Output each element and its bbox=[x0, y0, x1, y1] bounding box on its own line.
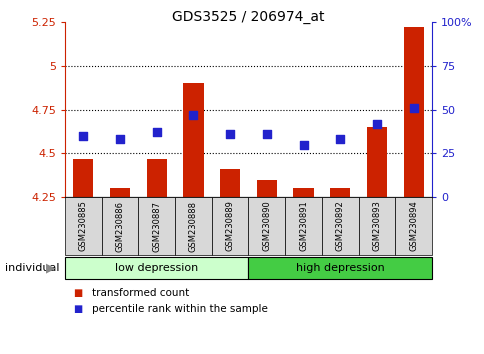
Point bbox=[189, 112, 197, 118]
Point bbox=[116, 136, 124, 142]
Text: ■: ■ bbox=[73, 288, 82, 298]
Text: GDS3525 / 206974_at: GDS3525 / 206974_at bbox=[172, 10, 324, 24]
Bar bbox=[73, 159, 93, 197]
Point bbox=[262, 131, 270, 137]
Point bbox=[152, 130, 160, 135]
Point bbox=[336, 136, 344, 142]
Text: GSM230892: GSM230892 bbox=[335, 201, 344, 251]
Bar bbox=[330, 188, 349, 197]
Text: ■: ■ bbox=[73, 304, 82, 314]
Text: transformed count: transformed count bbox=[92, 288, 189, 298]
Text: GSM230889: GSM230889 bbox=[225, 201, 234, 251]
Text: GSM230887: GSM230887 bbox=[152, 200, 161, 251]
Bar bbox=[394, 197, 431, 255]
Text: GSM230885: GSM230885 bbox=[79, 201, 88, 251]
Point bbox=[79, 133, 87, 138]
Bar bbox=[220, 169, 240, 197]
Bar bbox=[248, 257, 431, 279]
Bar bbox=[146, 159, 166, 197]
Bar bbox=[256, 179, 276, 197]
Bar bbox=[366, 127, 386, 197]
Text: GSM230894: GSM230894 bbox=[408, 201, 417, 251]
Text: percentile rank within the sample: percentile rank within the sample bbox=[92, 304, 268, 314]
Bar bbox=[102, 197, 138, 255]
Text: GSM230886: GSM230886 bbox=[115, 200, 124, 251]
Bar bbox=[175, 197, 212, 255]
Point bbox=[409, 105, 417, 110]
Point bbox=[372, 121, 380, 126]
Bar bbox=[293, 188, 313, 197]
Bar bbox=[65, 197, 102, 255]
Text: GSM230893: GSM230893 bbox=[372, 201, 380, 251]
Point bbox=[226, 131, 234, 137]
Bar bbox=[138, 197, 175, 255]
Point bbox=[299, 142, 307, 147]
Text: ▶: ▶ bbox=[45, 262, 55, 274]
Bar bbox=[212, 197, 248, 255]
Bar bbox=[248, 197, 285, 255]
Bar bbox=[65, 257, 248, 279]
Bar bbox=[403, 27, 423, 197]
Text: GSM230890: GSM230890 bbox=[262, 201, 271, 251]
Text: GSM230891: GSM230891 bbox=[299, 201, 307, 251]
Text: high depression: high depression bbox=[295, 263, 384, 273]
Text: individual: individual bbox=[5, 263, 59, 273]
Bar bbox=[358, 197, 394, 255]
Bar bbox=[183, 83, 203, 197]
Text: low depression: low depression bbox=[115, 263, 198, 273]
Bar bbox=[285, 197, 321, 255]
Text: GSM230888: GSM230888 bbox=[189, 200, 197, 251]
Bar bbox=[110, 188, 130, 197]
Bar bbox=[321, 197, 358, 255]
